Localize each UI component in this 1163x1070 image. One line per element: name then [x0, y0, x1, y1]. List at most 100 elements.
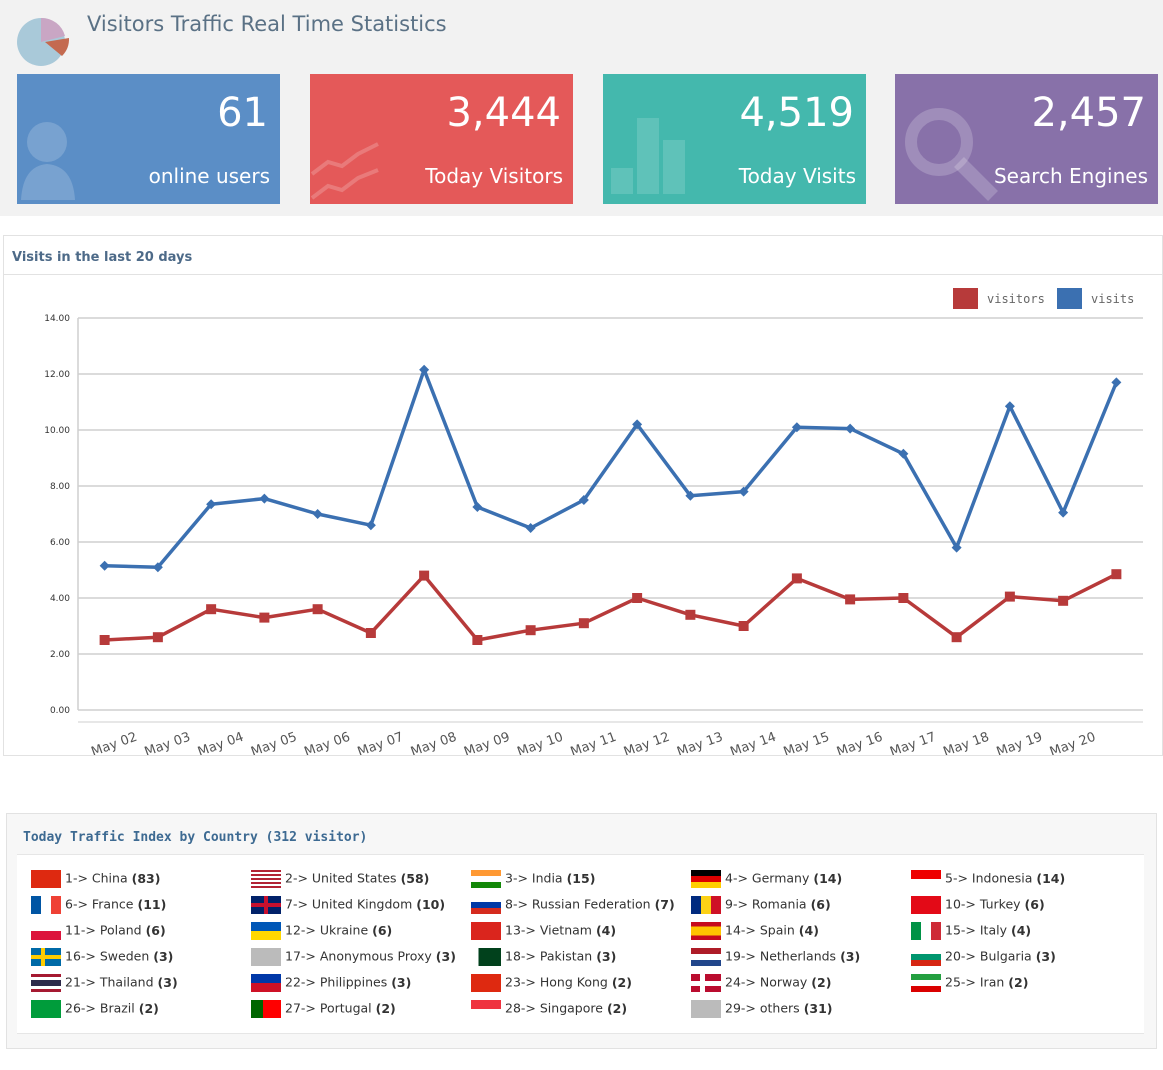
point-marker [1004, 401, 1015, 412]
country-count: (10) [416, 896, 446, 912]
divider [4, 274, 1162, 275]
country-count: (4) [595, 922, 617, 938]
stat-label: Today Visitors [425, 164, 563, 188]
flag-icon [911, 870, 941, 888]
point-marker [951, 542, 962, 553]
country-name: 22-> Philippines [285, 974, 388, 990]
x-tick-label: May 18 [941, 730, 991, 755]
country-item: 28-> Singapore (2) [471, 1000, 627, 1018]
flag-icon [31, 870, 61, 888]
point-marker [152, 562, 163, 573]
point-marker [1111, 569, 1122, 580]
country-count: (3) [391, 974, 412, 990]
country-item: 20-> Bulgaria (3) [911, 948, 1056, 966]
stat-value: 61 [217, 90, 268, 136]
country-name: 4-> Germany [725, 870, 810, 886]
point-marker [578, 618, 589, 629]
country-name: 15-> Italy [945, 922, 1007, 938]
country-count: (2) [1008, 974, 1029, 990]
country-name: 14-> Spain [725, 922, 795, 938]
flag-icon [471, 896, 501, 914]
flag-icon [691, 948, 721, 966]
point-marker [1058, 507, 1069, 518]
country-item: 21-> Thailand (3) [31, 974, 178, 992]
legend-label: visitors [987, 292, 1045, 306]
country-item: 7-> United Kingdom (10) [251, 896, 445, 914]
country-item: 29-> others (31) [691, 1000, 833, 1018]
legend-label: visits [1091, 292, 1134, 306]
flag-icon [251, 870, 281, 888]
point-marker [152, 632, 163, 643]
country-name: 18-> Pakistan [505, 948, 593, 964]
y-tick-label: 12.00 [44, 370, 70, 380]
flag-icon [691, 896, 721, 914]
country-name: 11-> Poland [65, 922, 142, 938]
y-tick-label: 4.00 [50, 594, 70, 604]
country-name: 20-> Bulgaria [945, 948, 1032, 964]
country-name: 17-> Anonymous Proxy [285, 948, 432, 964]
country-name: 8-> Russian Federation [505, 896, 651, 912]
stat-card: 3,444 Today Visitors [310, 74, 573, 204]
point-marker [99, 635, 110, 645]
point-marker [951, 632, 962, 643]
country-name: 23-> Hong Kong [505, 974, 608, 990]
country-count: (7) [654, 896, 675, 912]
country-count: (3) [840, 948, 861, 964]
series-line [104, 368, 1118, 569]
country-name: 25-> Iran [945, 974, 1005, 990]
country-list [17, 854, 1144, 1034]
country-name: 10-> Turkey [945, 896, 1021, 912]
country-item: 22-> Philippines (3) [251, 974, 411, 992]
point-marker [525, 625, 536, 636]
y-tick-label: 14.00 [44, 314, 70, 324]
stat-label: Search Engines [993, 164, 1148, 188]
country-name: 1-> China [65, 870, 128, 886]
country-item: 12-> Ukraine (6) [251, 922, 392, 940]
stat-value: 3,444 [446, 90, 561, 136]
stat-label: online users [148, 164, 270, 188]
x-tick-label: May 13 [675, 730, 725, 755]
card-icon [905, 108, 998, 201]
flag-icon [471, 1000, 501, 1018]
point-marker [845, 594, 856, 605]
flag-icon [911, 948, 941, 966]
x-tick-label: May 19 [995, 730, 1045, 755]
x-tick-label: May 11 [569, 730, 619, 755]
country-count: (6) [1024, 896, 1045, 912]
series-line [104, 572, 1118, 642]
country-count: (3) [157, 974, 178, 990]
country-item: 25-> Iran (2) [911, 974, 1028, 992]
point-marker [419, 364, 430, 375]
country-count: (58) [400, 870, 430, 886]
point-marker [365, 520, 376, 531]
country-item: 18-> Pakistan (3) [471, 948, 616, 966]
country-count: (4) [1010, 922, 1032, 938]
legend-swatch [1057, 288, 1082, 309]
country-item: 13-> Vietnam (4) [471, 922, 616, 940]
point-marker [525, 523, 536, 533]
point-marker [472, 635, 483, 645]
flag-icon [251, 922, 281, 940]
x-tick-label: May 17 [888, 730, 938, 755]
point-marker [898, 593, 909, 603]
country-count: (14) [1036, 870, 1066, 886]
country-item: 1-> China (83) [31, 870, 160, 888]
x-tick-label: May 05 [249, 730, 299, 755]
country-name: 26-> Brazil [65, 1000, 135, 1016]
flag-icon [471, 922, 501, 940]
y-tick-label: 10.00 [44, 426, 70, 436]
country-name: 29-> others [725, 1000, 800, 1016]
x-tick-label: May 12 [622, 730, 672, 755]
country-name: 7-> United Kingdom [285, 896, 413, 912]
country-count: (15) [566, 870, 596, 886]
country-count: (83) [131, 870, 161, 886]
x-tick-label: May 10 [515, 730, 565, 755]
header: Visitors Traffic Real Time Statistics 61… [0, 0, 1163, 216]
flag-icon [31, 896, 61, 914]
country-item: 2-> United States (58) [251, 870, 429, 888]
country-title: Today Traffic Index by Country (312 visi… [23, 830, 368, 845]
x-tick-label: May 08 [409, 730, 459, 755]
y-tick-label: 0.00 [50, 706, 70, 716]
country-panel: Today Traffic Index by Country (312 visi… [6, 813, 1157, 1049]
x-tick-label: May 14 [728, 730, 778, 755]
